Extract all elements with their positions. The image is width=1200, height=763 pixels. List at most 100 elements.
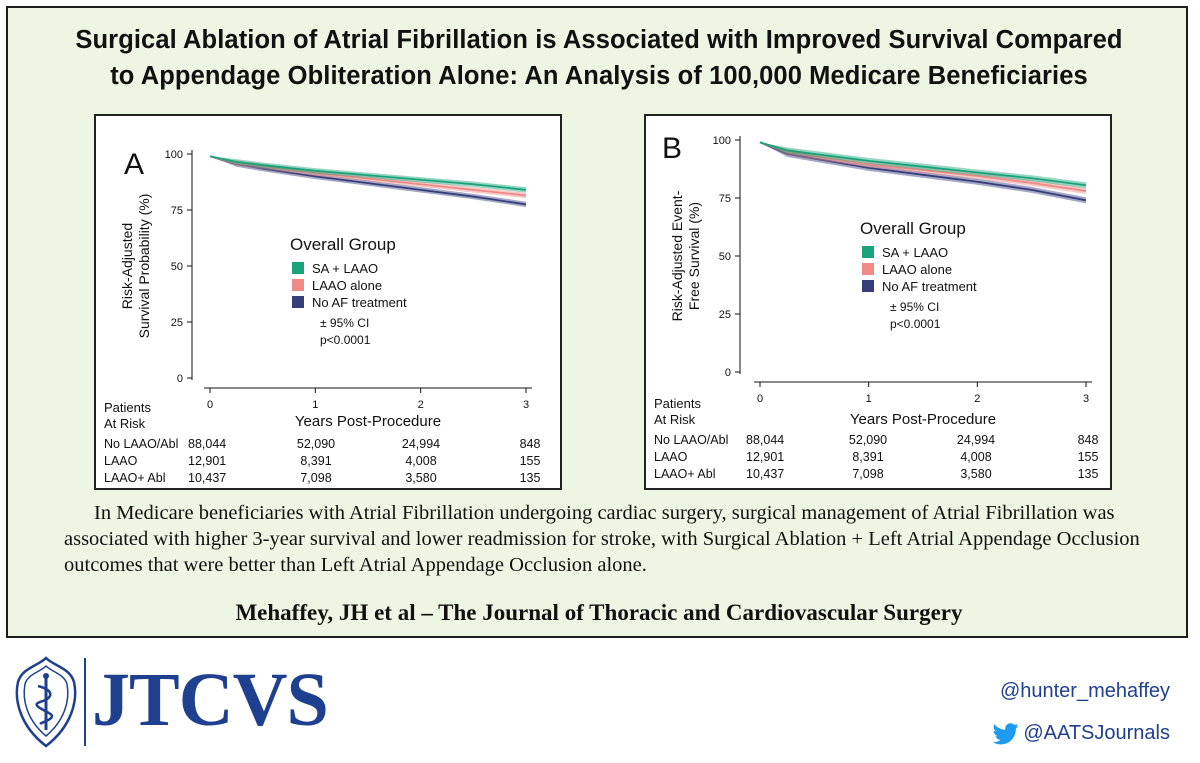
legend-swatch	[862, 246, 874, 258]
km-chart-svg: B 0 25 50 75 100 0 1 2 3 Risk-Adjusted Event-Free …	[654, 132, 1099, 481]
risk-cell: 848	[520, 437, 541, 451]
y-axis-label-line: Survival Probability (%)	[136, 194, 152, 339]
summary-body: In Medicare beneficiaries with Atrial Fi…	[64, 502, 1140, 576]
chart-panel-b: B 0 25 50 75 100 0 1 2 3 Risk-Adjusted Event-Free …	[644, 114, 1112, 490]
x-tick-label: 1	[866, 393, 872, 405]
risk-cell: 135	[520, 471, 541, 485]
y-tick-label: 25	[719, 309, 731, 321]
y-axis-label: Risk-AdjustedSurvival Probability (%)	[119, 194, 152, 339]
risk-row-label: No LAAO/Abl	[104, 437, 178, 451]
risk-row-label: LAAO+ Abl	[104, 471, 166, 485]
risk-cell: 7,098	[300, 471, 331, 485]
risk-cell: 155	[520, 454, 541, 468]
legend-swatch	[862, 280, 874, 292]
risk-table-header: Patients	[654, 396, 701, 411]
risk-cell: 12,901	[746, 450, 784, 464]
legend-swatch	[292, 296, 304, 308]
legend-title: Overall Group	[860, 219, 966, 238]
y-tick-label: 50	[171, 261, 183, 273]
survival-line-3	[209, 155, 527, 206]
ci-band-3	[760, 142, 1086, 204]
ci-band-1	[760, 142, 1086, 189]
x-tick-label: 3	[1083, 393, 1089, 405]
risk-cell: 24,994	[957, 433, 995, 447]
twitter-handle-hunter[interactable]: @hunter_mehaffey	[999, 680, 1170, 702]
y-axis-label-line: Free Survival (%)	[686, 202, 702, 310]
legend-entry: No AF treatment	[312, 295, 407, 310]
risk-cell: 4,008	[960, 450, 991, 464]
survival-line-2	[209, 155, 527, 197]
legend-swatch	[292, 262, 304, 274]
risk-cell: 8,391	[300, 454, 331, 468]
y-tick-label: 100	[165, 149, 183, 161]
chart-panel-a: A 0 25 50 75 100 0 1 2 3 Risk-AdjustedSurvival Pro…	[94, 114, 562, 490]
y-tick-label: 0	[725, 367, 731, 379]
risk-row-label: LAAO+ Abl	[654, 467, 716, 481]
y-axis-label-line: Risk-Adjusted	[119, 223, 135, 309]
legend-note: p<0.0001	[320, 333, 371, 347]
km-chart-svg: A 0 25 50 75 100 0 1 2 3 Risk-AdjustedSurvival Pro…	[104, 148, 541, 485]
twitter-handle-aats[interactable]: @AATSJournals	[993, 722, 1170, 745]
risk-cell: 7,098	[852, 467, 883, 481]
y-tick-label: 0	[177, 373, 183, 385]
x-tick-label: 1	[312, 399, 318, 411]
legend-note: ± 95% CI	[890, 300, 939, 314]
risk-cell: 24,994	[402, 437, 440, 451]
legend-swatch	[292, 279, 304, 291]
legend-entry: LAAO alone	[882, 262, 952, 277]
legend-note: p<0.0001	[890, 317, 941, 331]
x-tick-label: 2	[974, 393, 980, 405]
aats-seal-icon	[15, 656, 77, 748]
risk-table-header: At Risk	[654, 412, 696, 427]
risk-cell: 135	[1078, 467, 1099, 481]
survival-line-2	[759, 141, 1087, 192]
legend-entry: LAAO alone	[312, 278, 382, 293]
x-tick-label: 0	[757, 393, 763, 405]
title-line-1: Surgical Ablation of Atrial Fibrillation…	[75, 26, 1123, 54]
risk-cell: 155	[1078, 450, 1099, 464]
legend-title: Overall Group	[290, 235, 396, 254]
panel-label: B	[662, 132, 682, 165]
y-axis-label: Risk-Adjusted Event-Free Survival (%)	[669, 190, 702, 321]
legend-entry: SA + LAAO	[882, 245, 948, 260]
risk-row-label: LAAO	[654, 450, 688, 464]
panel-label: A	[124, 148, 144, 181]
x-tick-label: 3	[523, 399, 529, 411]
risk-cell: 10,437	[746, 467, 784, 481]
ci-band-3	[210, 156, 526, 208]
legend-swatch	[862, 263, 874, 275]
risk-cell: 3,580	[960, 467, 991, 481]
visual-abstract: Surgical Ablation of Atrial Fibrillation…	[6, 6, 1188, 638]
risk-cell: 8,391	[852, 450, 883, 464]
y-tick-label: 75	[171, 205, 183, 217]
citation: Mehaffey, JH et al – The Journal of Thor…	[235, 600, 963, 625]
risk-row-label: No LAAO/Abl	[654, 433, 728, 447]
y-tick-label: 100	[713, 135, 731, 147]
legend-entry: SA + LAAO	[312, 261, 378, 276]
x-axis-label: Years Post-Procedure	[295, 413, 441, 430]
risk-cell: 52,090	[297, 437, 335, 451]
x-tick-label: 2	[418, 399, 424, 411]
jtcvs-wordmark: JTCVS	[92, 658, 329, 742]
y-tick-label: 75	[719, 193, 731, 205]
summary-text: In Medicare beneficiaries with Atrial Fi…	[64, 500, 1174, 578]
twitter-bird-icon	[993, 722, 1019, 744]
aats-handle-text: @AATSJournals	[1023, 722, 1170, 744]
x-tick-label: 0	[207, 399, 213, 411]
risk-cell: 3,580	[405, 471, 436, 485]
risk-cell: 10,437	[188, 471, 226, 485]
survival-line-3	[759, 141, 1087, 202]
risk-table-header: At Risk	[104, 416, 146, 431]
risk-cell: 88,044	[188, 437, 226, 451]
y-axis-label-line: Risk-Adjusted Event-	[669, 190, 685, 321]
risk-cell: 52,090	[849, 433, 887, 447]
risk-table-header: Patients	[104, 400, 151, 415]
risk-cell: 12,901	[188, 454, 226, 468]
risk-row-label: LAAO	[104, 454, 138, 468]
risk-cell: 88,044	[746, 433, 784, 447]
y-tick-label: 50	[719, 251, 731, 263]
legend-note: ± 95% CI	[320, 316, 369, 330]
abstract-title: Surgical Ablation of Atrial Fibrillation…	[8, 22, 1190, 94]
legend-entry: No AF treatment	[882, 279, 977, 294]
survival-line-1	[759, 141, 1087, 187]
